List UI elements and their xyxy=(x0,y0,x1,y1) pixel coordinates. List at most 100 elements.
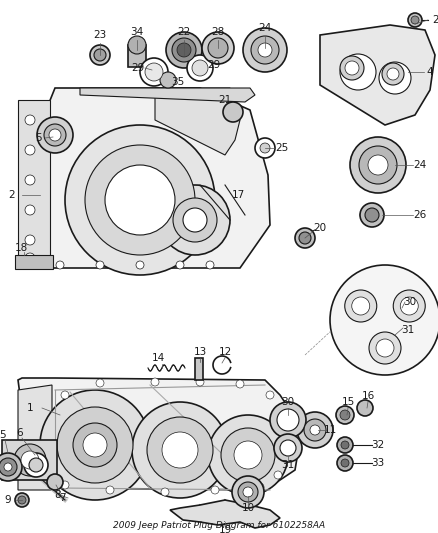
Text: 32: 32 xyxy=(371,440,385,450)
Polygon shape xyxy=(18,100,50,268)
Circle shape xyxy=(132,402,228,498)
Text: 31: 31 xyxy=(401,325,415,335)
Circle shape xyxy=(147,417,213,483)
Circle shape xyxy=(25,253,35,263)
Circle shape xyxy=(14,444,46,476)
Circle shape xyxy=(236,380,244,388)
Circle shape xyxy=(345,290,377,322)
Circle shape xyxy=(304,419,326,441)
Circle shape xyxy=(196,378,204,386)
Text: 12: 12 xyxy=(219,347,232,357)
Circle shape xyxy=(25,235,35,245)
Circle shape xyxy=(145,63,163,81)
Circle shape xyxy=(160,72,176,88)
Circle shape xyxy=(310,425,320,435)
Circle shape xyxy=(281,416,289,424)
Circle shape xyxy=(243,487,253,497)
Circle shape xyxy=(172,38,196,62)
Circle shape xyxy=(202,32,234,64)
Circle shape xyxy=(376,339,394,357)
Circle shape xyxy=(277,409,299,431)
Circle shape xyxy=(183,208,207,232)
Text: 5: 5 xyxy=(35,133,41,143)
Text: 34: 34 xyxy=(131,27,144,37)
Text: 8: 8 xyxy=(55,490,61,500)
Circle shape xyxy=(57,407,133,483)
Text: 17: 17 xyxy=(231,190,245,200)
Circle shape xyxy=(96,379,104,387)
Circle shape xyxy=(0,458,17,476)
Circle shape xyxy=(360,203,384,227)
Circle shape xyxy=(260,143,270,153)
Polygon shape xyxy=(320,25,435,125)
Circle shape xyxy=(238,482,258,502)
Circle shape xyxy=(369,332,401,364)
Text: 5: 5 xyxy=(0,430,5,440)
Circle shape xyxy=(387,68,399,80)
Circle shape xyxy=(337,437,353,453)
Text: 7: 7 xyxy=(59,493,65,503)
Circle shape xyxy=(341,441,349,449)
Circle shape xyxy=(15,493,29,507)
Circle shape xyxy=(29,458,43,472)
Text: 30: 30 xyxy=(282,397,295,407)
Bar xyxy=(195,358,203,380)
Text: 26: 26 xyxy=(413,210,427,220)
Text: 20: 20 xyxy=(314,223,327,233)
Circle shape xyxy=(61,391,69,399)
Text: 28: 28 xyxy=(212,27,225,37)
Polygon shape xyxy=(18,378,300,490)
Circle shape xyxy=(411,16,419,24)
Circle shape xyxy=(25,175,35,185)
Circle shape xyxy=(243,28,287,72)
Circle shape xyxy=(211,486,219,494)
Circle shape xyxy=(25,205,35,215)
Circle shape xyxy=(0,453,22,481)
Text: 11: 11 xyxy=(323,425,337,435)
Polygon shape xyxy=(22,88,270,268)
Circle shape xyxy=(340,56,364,80)
Circle shape xyxy=(357,400,373,416)
Circle shape xyxy=(299,232,311,244)
Circle shape xyxy=(352,297,370,315)
Text: 23: 23 xyxy=(93,30,106,40)
Circle shape xyxy=(83,433,107,457)
Circle shape xyxy=(258,43,272,57)
Circle shape xyxy=(340,410,350,420)
Text: 4: 4 xyxy=(427,67,433,77)
Text: 6: 6 xyxy=(17,428,23,438)
Circle shape xyxy=(221,428,275,482)
Circle shape xyxy=(65,125,215,275)
Polygon shape xyxy=(170,500,280,528)
Text: 29: 29 xyxy=(131,63,145,73)
Circle shape xyxy=(47,474,63,490)
Text: 2: 2 xyxy=(9,190,15,200)
Text: 33: 33 xyxy=(371,458,385,468)
Text: 25: 25 xyxy=(276,143,289,153)
Circle shape xyxy=(251,36,279,64)
Circle shape xyxy=(393,290,425,322)
Circle shape xyxy=(208,38,228,58)
Text: 18: 18 xyxy=(15,243,28,253)
Circle shape xyxy=(379,62,411,94)
Text: 21: 21 xyxy=(219,95,232,105)
Text: 24: 24 xyxy=(258,23,272,33)
Circle shape xyxy=(295,228,315,248)
Circle shape xyxy=(25,115,35,125)
Circle shape xyxy=(206,261,214,269)
Polygon shape xyxy=(80,88,255,102)
Circle shape xyxy=(21,451,39,469)
Text: 35: 35 xyxy=(171,77,185,87)
Circle shape xyxy=(187,55,213,81)
Circle shape xyxy=(400,297,418,315)
Circle shape xyxy=(40,390,150,500)
Circle shape xyxy=(270,402,306,438)
Circle shape xyxy=(266,391,274,399)
Circle shape xyxy=(140,58,168,86)
Circle shape xyxy=(173,198,217,242)
Circle shape xyxy=(223,102,243,122)
Circle shape xyxy=(337,455,353,471)
Text: 15: 15 xyxy=(341,397,355,407)
Text: 22: 22 xyxy=(177,27,191,37)
Circle shape xyxy=(162,432,198,468)
